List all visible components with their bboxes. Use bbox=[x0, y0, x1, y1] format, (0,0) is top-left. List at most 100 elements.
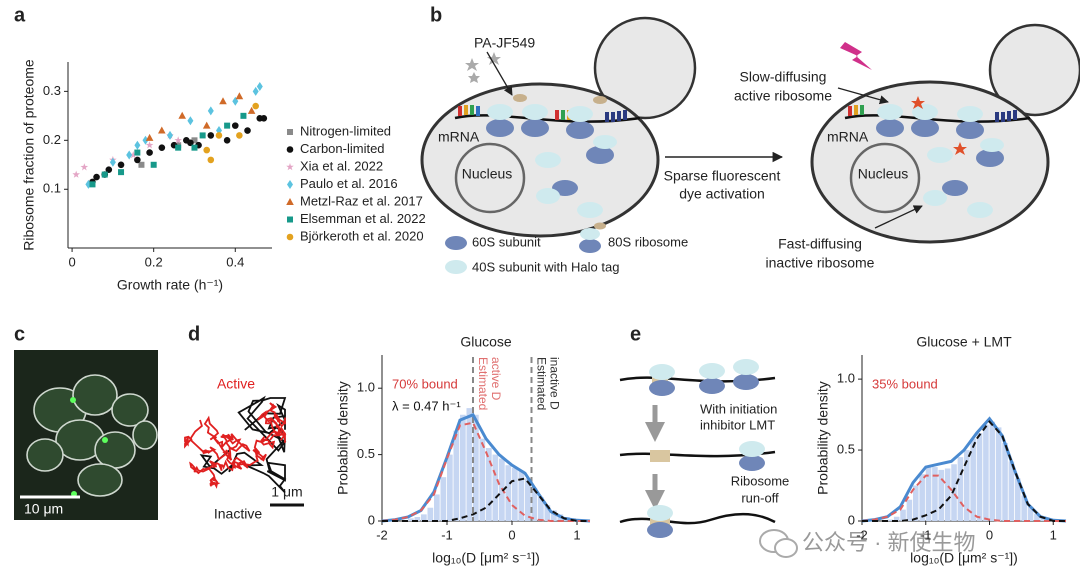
y-axis-label: Ribosome fraction of proteome bbox=[21, 59, 37, 251]
active-label: Active bbox=[217, 376, 255, 392]
bar bbox=[427, 507, 434, 521]
legend-icon bbox=[580, 228, 600, 240]
x-tick-label: 0.2 bbox=[145, 254, 163, 269]
legend-marker bbox=[287, 129, 293, 135]
mrna-label: mRNA bbox=[827, 129, 869, 145]
x-axis-label: Growth rate (h⁻¹) bbox=[117, 277, 223, 293]
nucleus-label: Nucleus bbox=[462, 166, 513, 182]
bar bbox=[466, 408, 473, 521]
panel-label: d bbox=[188, 323, 200, 345]
bar bbox=[447, 454, 453, 521]
point bbox=[134, 140, 141, 150]
cells bbox=[26, 374, 158, 497]
bar bbox=[531, 487, 538, 521]
point bbox=[247, 106, 256, 114]
point bbox=[105, 166, 113, 173]
bar bbox=[408, 518, 414, 521]
bar bbox=[964, 450, 970, 521]
point bbox=[256, 82, 263, 91]
point bbox=[199, 132, 206, 139]
bar bbox=[938, 469, 945, 521]
point bbox=[223, 137, 231, 144]
bar bbox=[544, 505, 551, 521]
watermark: 公众号 · 新使生物 bbox=[759, 529, 976, 558]
density-curve bbox=[861, 416, 1067, 523]
mrna-label: mRNA bbox=[438, 129, 480, 145]
bar bbox=[512, 467, 518, 521]
point bbox=[207, 106, 214, 116]
legend-icon bbox=[445, 260, 467, 274]
activated-dye bbox=[911, 96, 967, 155]
point bbox=[187, 139, 194, 147]
bar bbox=[1008, 461, 1015, 521]
ribosomes bbox=[876, 104, 1004, 218]
spot bbox=[70, 397, 76, 403]
trajectory-path bbox=[199, 395, 287, 494]
legend-label: Metzl-Raz et al. 2017 bbox=[300, 193, 423, 208]
chart-title: Glucose bbox=[460, 334, 512, 350]
nucleus-label: Nucleus bbox=[858, 166, 909, 182]
watermark-text: 公众号 · 新使生物 bbox=[802, 530, 976, 555]
bar bbox=[983, 424, 989, 521]
point bbox=[117, 161, 125, 169]
legend-marker bbox=[286, 146, 294, 153]
point bbox=[145, 133, 154, 141]
pointer-arrow bbox=[837, 87, 889, 105]
bar bbox=[1015, 478, 1021, 521]
point bbox=[158, 126, 166, 134]
legend-icon bbox=[594, 222, 606, 230]
cell-bud bbox=[593, 16, 697, 120]
point bbox=[72, 170, 80, 178]
density-curve bbox=[861, 474, 1066, 522]
point bbox=[109, 157, 116, 167]
reference-label: active D bbox=[489, 357, 503, 401]
annotation: 70% bound bbox=[392, 376, 458, 391]
trajectory-path bbox=[257, 402, 287, 443]
x-tick-label: -1 bbox=[441, 527, 453, 542]
annotation: 35% bound bbox=[872, 376, 938, 391]
x-tick-label: -2 bbox=[856, 527, 868, 542]
bar bbox=[919, 474, 925, 521]
point bbox=[191, 137, 198, 144]
point bbox=[207, 156, 215, 164]
legend-marker bbox=[286, 198, 294, 205]
point bbox=[235, 92, 244, 100]
bar bbox=[486, 447, 492, 521]
point bbox=[150, 161, 157, 168]
y-tick-label: 1.0 bbox=[837, 371, 855, 386]
point bbox=[138, 161, 145, 168]
legend-label: 60S subunit bbox=[472, 234, 541, 249]
y-tick-label: 0 bbox=[848, 512, 855, 527]
bar bbox=[951, 464, 957, 521]
microscopy-image: 10 μm bbox=[14, 350, 158, 520]
pointer-arrow bbox=[874, 205, 923, 229]
legend-marker bbox=[287, 216, 293, 223]
codon-bars bbox=[458, 105, 627, 122]
x-tick-label: -2 bbox=[376, 527, 388, 542]
point bbox=[219, 97, 227, 105]
point bbox=[145, 141, 154, 149]
bar bbox=[995, 427, 1002, 521]
bar bbox=[525, 478, 531, 521]
point bbox=[231, 122, 239, 129]
nucleus bbox=[454, 142, 526, 214]
legend-marker bbox=[287, 180, 293, 189]
inactive-label: Inactive bbox=[214, 506, 262, 522]
density-curve bbox=[862, 420, 1066, 522]
x-tick-label: 0.4 bbox=[226, 254, 244, 269]
point bbox=[191, 144, 198, 151]
step-label: With initiation bbox=[700, 401, 777, 416]
cell-bud bbox=[988, 23, 1080, 117]
step-label: run-off bbox=[741, 490, 779, 505]
point bbox=[89, 181, 96, 188]
point bbox=[101, 171, 108, 178]
mrna bbox=[619, 512, 776, 525]
bar bbox=[976, 433, 983, 521]
x-tick-label: 1 bbox=[573, 527, 580, 542]
x-tick-label: -1 bbox=[920, 527, 932, 542]
bar bbox=[473, 414, 479, 521]
legend-label: Paulo et al. 2016 bbox=[300, 176, 398, 191]
bar bbox=[518, 470, 525, 521]
legend-label: Carbon-limited bbox=[300, 141, 385, 156]
